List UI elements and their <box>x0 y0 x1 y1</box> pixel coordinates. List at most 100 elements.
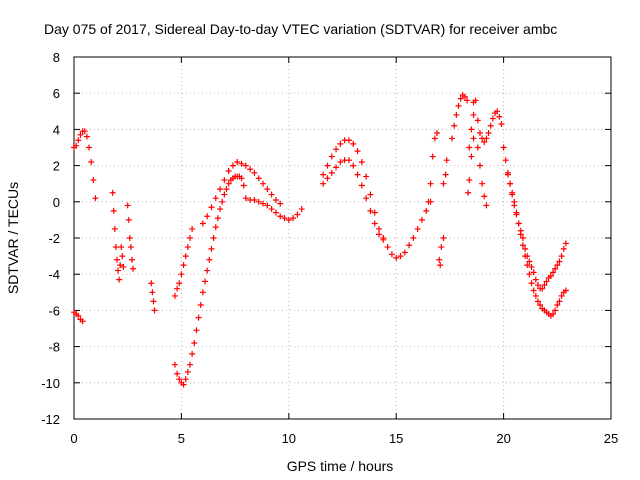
data-point <box>225 180 232 187</box>
data-point <box>212 195 219 202</box>
data-point <box>268 191 275 198</box>
data-point <box>242 195 249 202</box>
data-point <box>443 157 450 164</box>
data-point <box>522 245 529 252</box>
data-point <box>281 215 288 222</box>
data-point <box>109 189 116 196</box>
data-point <box>125 216 132 223</box>
data-point <box>384 244 391 251</box>
data-point <box>541 282 548 289</box>
data-point <box>502 157 509 164</box>
data-point <box>440 235 447 241</box>
data-point <box>457 95 464 102</box>
data-point <box>320 171 327 178</box>
data-point <box>128 256 135 263</box>
data-point <box>483 202 490 209</box>
data-point <box>148 280 155 287</box>
data-point <box>120 263 127 270</box>
data-point <box>124 202 131 209</box>
data-point <box>174 370 181 377</box>
data-point <box>489 115 496 122</box>
data-point <box>474 144 481 151</box>
data-point <box>223 186 230 193</box>
data-point <box>367 191 374 198</box>
data-point <box>180 381 187 388</box>
data-point <box>552 265 559 272</box>
data-point <box>255 198 262 205</box>
y-axis-ticks: -12 -10 -8 -6 -4 -2 0 2 4 6 8 <box>41 50 611 427</box>
data-point <box>397 253 404 260</box>
x-axis-label: GPS time / hours <box>287 458 394 474</box>
data-point <box>118 244 125 251</box>
data-point <box>539 285 546 292</box>
data-point <box>547 273 554 280</box>
data-point <box>328 169 335 176</box>
data-point <box>468 153 475 160</box>
data-point <box>119 253 126 260</box>
data-point <box>189 350 196 357</box>
data-point <box>371 209 378 216</box>
grid <box>74 57 611 419</box>
y-tick-label: -2 <box>48 231 60 246</box>
x-axis-ticks: 0 5 10 15 20 25 <box>70 57 618 446</box>
data-point <box>515 220 522 227</box>
data-point <box>81 128 88 135</box>
data-point <box>208 204 215 211</box>
series-group <box>320 157 387 243</box>
data-point <box>507 180 514 187</box>
data-point <box>86 144 93 151</box>
data-point <box>240 182 247 189</box>
data-point <box>442 171 449 178</box>
data-point <box>524 262 531 269</box>
data-point <box>182 376 189 383</box>
y-tick-label: 8 <box>53 50 60 65</box>
data-point <box>88 158 95 165</box>
data-point <box>208 245 215 252</box>
y-tick-label: 6 <box>53 86 60 101</box>
data-point <box>255 175 262 182</box>
data-point <box>519 242 526 249</box>
data-point <box>149 289 156 296</box>
data-point <box>350 162 357 169</box>
data-point <box>434 130 441 137</box>
data-point <box>112 244 119 251</box>
data-point <box>376 225 383 232</box>
data-point <box>337 158 344 165</box>
data-point <box>199 220 206 227</box>
data-point <box>247 166 254 173</box>
series-group <box>71 128 99 202</box>
data-point <box>554 262 561 269</box>
data-point <box>393 254 400 261</box>
series-group <box>199 158 284 227</box>
data-point <box>180 262 187 269</box>
data-point <box>111 225 118 232</box>
data-point <box>354 148 361 155</box>
data-point <box>117 262 124 269</box>
data-point <box>277 200 284 207</box>
data-point <box>204 267 211 274</box>
data-point <box>517 231 524 238</box>
data-point <box>174 285 181 292</box>
data-point <box>470 111 477 118</box>
data-point <box>90 177 97 184</box>
data-point <box>193 327 200 334</box>
data-point <box>176 376 183 383</box>
data-point <box>83 133 90 140</box>
data-point <box>530 269 537 276</box>
data-point <box>324 162 331 169</box>
y-tick-label: 4 <box>53 122 60 137</box>
data-point <box>513 209 520 216</box>
series-group <box>504 171 569 319</box>
data-point <box>260 200 267 207</box>
data-point <box>264 202 271 209</box>
data-point <box>423 207 430 214</box>
data-point <box>437 262 444 269</box>
data-point <box>496 113 503 120</box>
data-point <box>494 108 501 115</box>
data-points <box>71 92 569 388</box>
data-point <box>414 225 421 232</box>
data-point <box>431 135 438 142</box>
y-tick-label: -10 <box>41 376 60 391</box>
data-point <box>176 280 183 287</box>
data-point <box>75 312 82 319</box>
